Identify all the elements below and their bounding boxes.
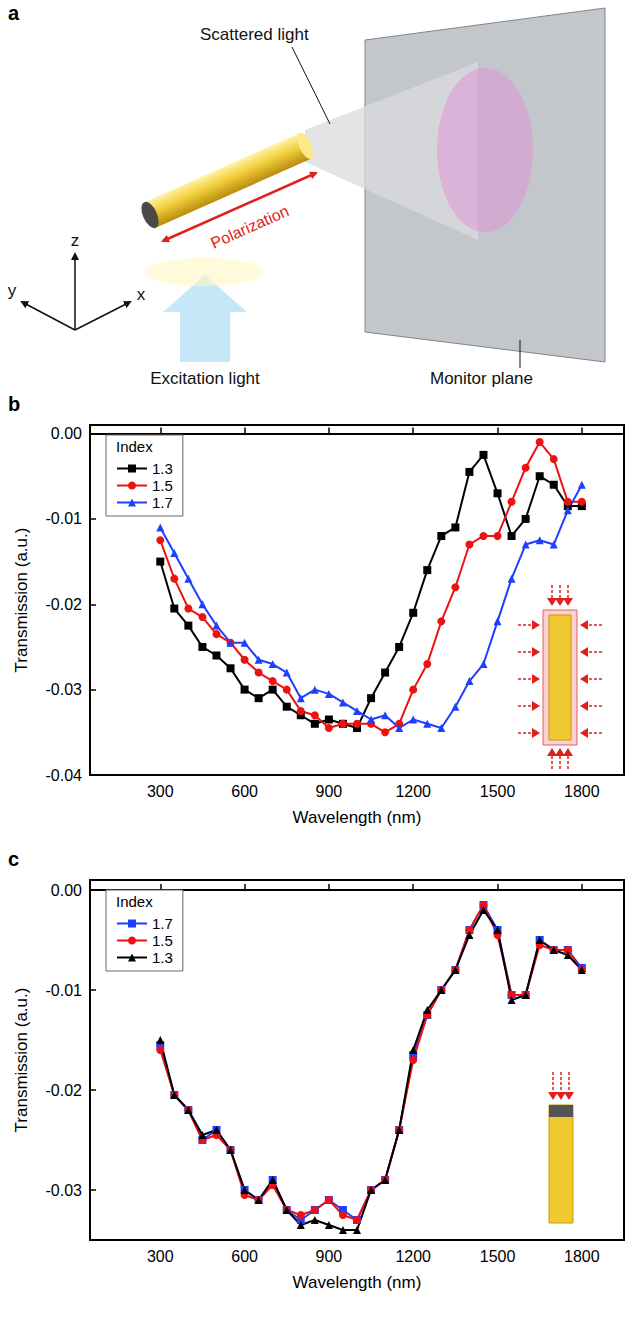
svg-text:1500: 1500 (480, 783, 516, 800)
svg-text:c: c (8, 848, 19, 870)
svg-text:1.5: 1.5 (152, 932, 173, 949)
svg-text:-0.02: -0.02 (46, 1082, 83, 1099)
svg-text:0.00: 0.00 (51, 882, 82, 899)
svg-text:1200: 1200 (395, 1248, 431, 1265)
svg-text:-0.03: -0.03 (46, 1182, 83, 1199)
svg-text:Wavelength (nm): Wavelength (nm) (293, 808, 422, 827)
svg-text:Monitor plane: Monitor plane (430, 369, 533, 388)
svg-text:-0.01: -0.01 (46, 982, 83, 999)
svg-text:1800: 1800 (564, 783, 600, 800)
svg-text:Transmission (a.u.): Transmission (a.u.) (12, 988, 31, 1133)
svg-text:Wavelength (nm): Wavelength (nm) (293, 1273, 422, 1292)
svg-text:1200: 1200 (395, 783, 431, 800)
svg-text:1.7: 1.7 (152, 494, 173, 511)
svg-text:1800: 1800 (564, 1248, 600, 1265)
svg-text:900: 900 (316, 1248, 343, 1265)
svg-text:-0.01: -0.01 (46, 510, 83, 527)
svg-text:600: 600 (231, 783, 258, 800)
svg-text:z: z (71, 231, 80, 250)
svg-text:-0.04: -0.04 (46, 767, 83, 784)
svg-text:300: 300 (147, 783, 174, 800)
svg-text:600: 600 (231, 1248, 258, 1265)
svg-text:Index: Index (116, 438, 153, 455)
svg-text:Transmission (a.u.): Transmission (a.u.) (12, 528, 31, 673)
svg-text:Scattered light: Scattered light (200, 25, 309, 44)
svg-text:a: a (8, 2, 20, 24)
svg-text:Index: Index (116, 893, 153, 910)
svg-text:b: b (8, 393, 20, 415)
svg-text:300: 300 (147, 1248, 174, 1265)
svg-text:1500: 1500 (480, 1248, 516, 1265)
svg-text:-0.03: -0.03 (46, 681, 83, 698)
svg-text:0.00: 0.00 (51, 425, 82, 442)
svg-text:y: y (8, 281, 17, 300)
svg-text:1.5: 1.5 (152, 477, 173, 494)
svg-text:1.3: 1.3 (152, 460, 173, 477)
svg-text:Excitation light: Excitation light (150, 369, 260, 388)
svg-text:1.3: 1.3 (152, 949, 173, 966)
svg-text:x: x (137, 285, 146, 304)
svg-text:-0.02: -0.02 (46, 596, 83, 613)
svg-text:Polarization: Polarization (208, 202, 291, 252)
svg-text:1.7: 1.7 (152, 915, 173, 932)
svg-text:900: 900 (316, 783, 343, 800)
